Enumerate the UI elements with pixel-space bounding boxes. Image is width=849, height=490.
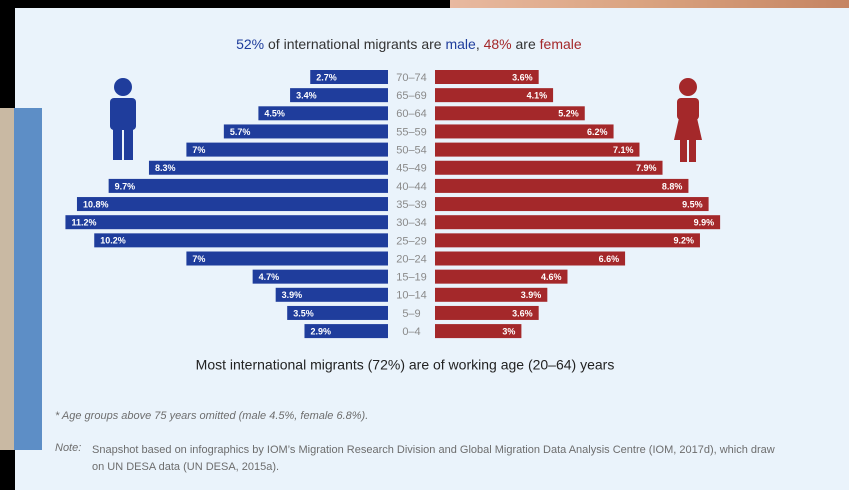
- note-label: Note:: [55, 442, 82, 454]
- age-label: 20–24: [396, 253, 427, 265]
- value-label: 5.7%: [230, 127, 251, 137]
- age-label: 50–54: [396, 145, 427, 157]
- male-bar: [252, 269, 388, 284]
- title-part: male: [445, 36, 476, 52]
- value-label: 7%: [192, 145, 205, 155]
- male-icon: [110, 78, 136, 160]
- title-part: 48%: [484, 36, 512, 52]
- value-label: 2.7%: [316, 72, 337, 82]
- female-bar: [435, 88, 554, 103]
- value-label: 4.6%: [541, 272, 562, 282]
- male-bar: [108, 178, 388, 193]
- title-part: ,: [476, 36, 484, 52]
- male-bar: [65, 215, 388, 230]
- value-label: 4.5%: [264, 109, 285, 119]
- value-label: 9.7%: [115, 181, 136, 191]
- age-label: 45–49: [396, 163, 427, 175]
- value-label: 9.2%: [673, 236, 694, 246]
- male-bar: [223, 124, 388, 139]
- value-label: 7.9%: [636, 163, 657, 173]
- female-bar: [435, 324, 522, 339]
- panel: [15, 8, 849, 490]
- value-label: 6.2%: [587, 127, 608, 137]
- male-bar: [94, 233, 389, 248]
- footnote: * Age groups above 75 years omitted (mal…: [55, 410, 369, 422]
- value-label: 9.9%: [694, 218, 715, 228]
- background-map: [0, 108, 42, 450]
- subtitle: Most international migrants (72%) are of…: [196, 357, 615, 373]
- value-label: 10.2%: [100, 236, 126, 246]
- value-label: 3.5%: [293, 308, 314, 318]
- female-bar: [435, 269, 568, 284]
- female-icon: [674, 78, 702, 162]
- male-bar: [310, 70, 388, 84]
- female-bar: [435, 124, 614, 139]
- age-label: 10–14: [396, 290, 427, 302]
- age-label: 70–74: [396, 72, 427, 84]
- female-bar: [435, 197, 709, 212]
- age-label: 60–64: [396, 108, 427, 120]
- value-label: 3.4%: [296, 91, 317, 101]
- age-label: 55–59: [396, 126, 427, 138]
- male-bar: [304, 324, 388, 339]
- value-label: 3.9%: [521, 290, 542, 300]
- age-label: 0–4: [402, 326, 420, 338]
- male-bar: [148, 160, 388, 175]
- age-label: 15–19: [396, 272, 427, 284]
- age-label: 35–39: [396, 199, 427, 211]
- age-label: 40–44: [396, 181, 427, 193]
- value-label: 2.9%: [310, 326, 331, 336]
- title-part: female: [540, 36, 582, 52]
- value-label: 8.3%: [155, 163, 176, 173]
- value-label: 3%: [502, 326, 515, 336]
- female-bar: [435, 287, 548, 302]
- female-bar: [435, 106, 585, 121]
- female-bar: [435, 70, 539, 84]
- female-bar: [435, 142, 640, 157]
- female-bar: [435, 305, 539, 320]
- value-label: 10.8%: [83, 199, 109, 209]
- note: Snapshot based on infographics by IOM’s …: [92, 444, 775, 473]
- value-label: 7.1%: [613, 145, 634, 155]
- value-label: 4.1%: [527, 91, 548, 101]
- value-label: 4.7%: [259, 272, 280, 282]
- female-bar: [435, 233, 700, 248]
- title-part: 52%: [236, 36, 264, 52]
- age-label: 5–9: [402, 308, 420, 320]
- age-label: 65–69: [396, 90, 427, 102]
- female-bar: [435, 178, 689, 193]
- title-part: of international migrants are: [264, 36, 445, 52]
- female-bar: [435, 215, 721, 230]
- value-label: 6.6%: [599, 254, 620, 264]
- background-photo: [450, 0, 849, 8]
- male-bar: [290, 88, 388, 103]
- value-label: 11.2%: [71, 218, 96, 228]
- age-label: 25–29: [396, 235, 427, 247]
- female-bar: [435, 160, 663, 175]
- male-bar: [287, 305, 388, 320]
- value-label: 3.6%: [512, 72, 533, 82]
- value-label: 8.8%: [662, 181, 683, 191]
- value-label: 3.9%: [282, 290, 303, 300]
- male-bar: [275, 287, 388, 302]
- male-bar: [258, 106, 388, 121]
- value-label: 9.5%: [682, 199, 703, 209]
- male-bar: [186, 142, 388, 157]
- male-bar: [76, 197, 389, 212]
- title-part: are: [512, 36, 540, 52]
- female-bar: [435, 251, 626, 266]
- value-label: 5.2%: [558, 109, 579, 119]
- chart-title: 52% of international migrants are male, …: [217, 36, 594, 52]
- value-label: 7%: [192, 254, 205, 264]
- value-label: 3.6%: [512, 308, 533, 318]
- age-label: 30–34: [396, 217, 427, 229]
- male-bar: [186, 251, 388, 266]
